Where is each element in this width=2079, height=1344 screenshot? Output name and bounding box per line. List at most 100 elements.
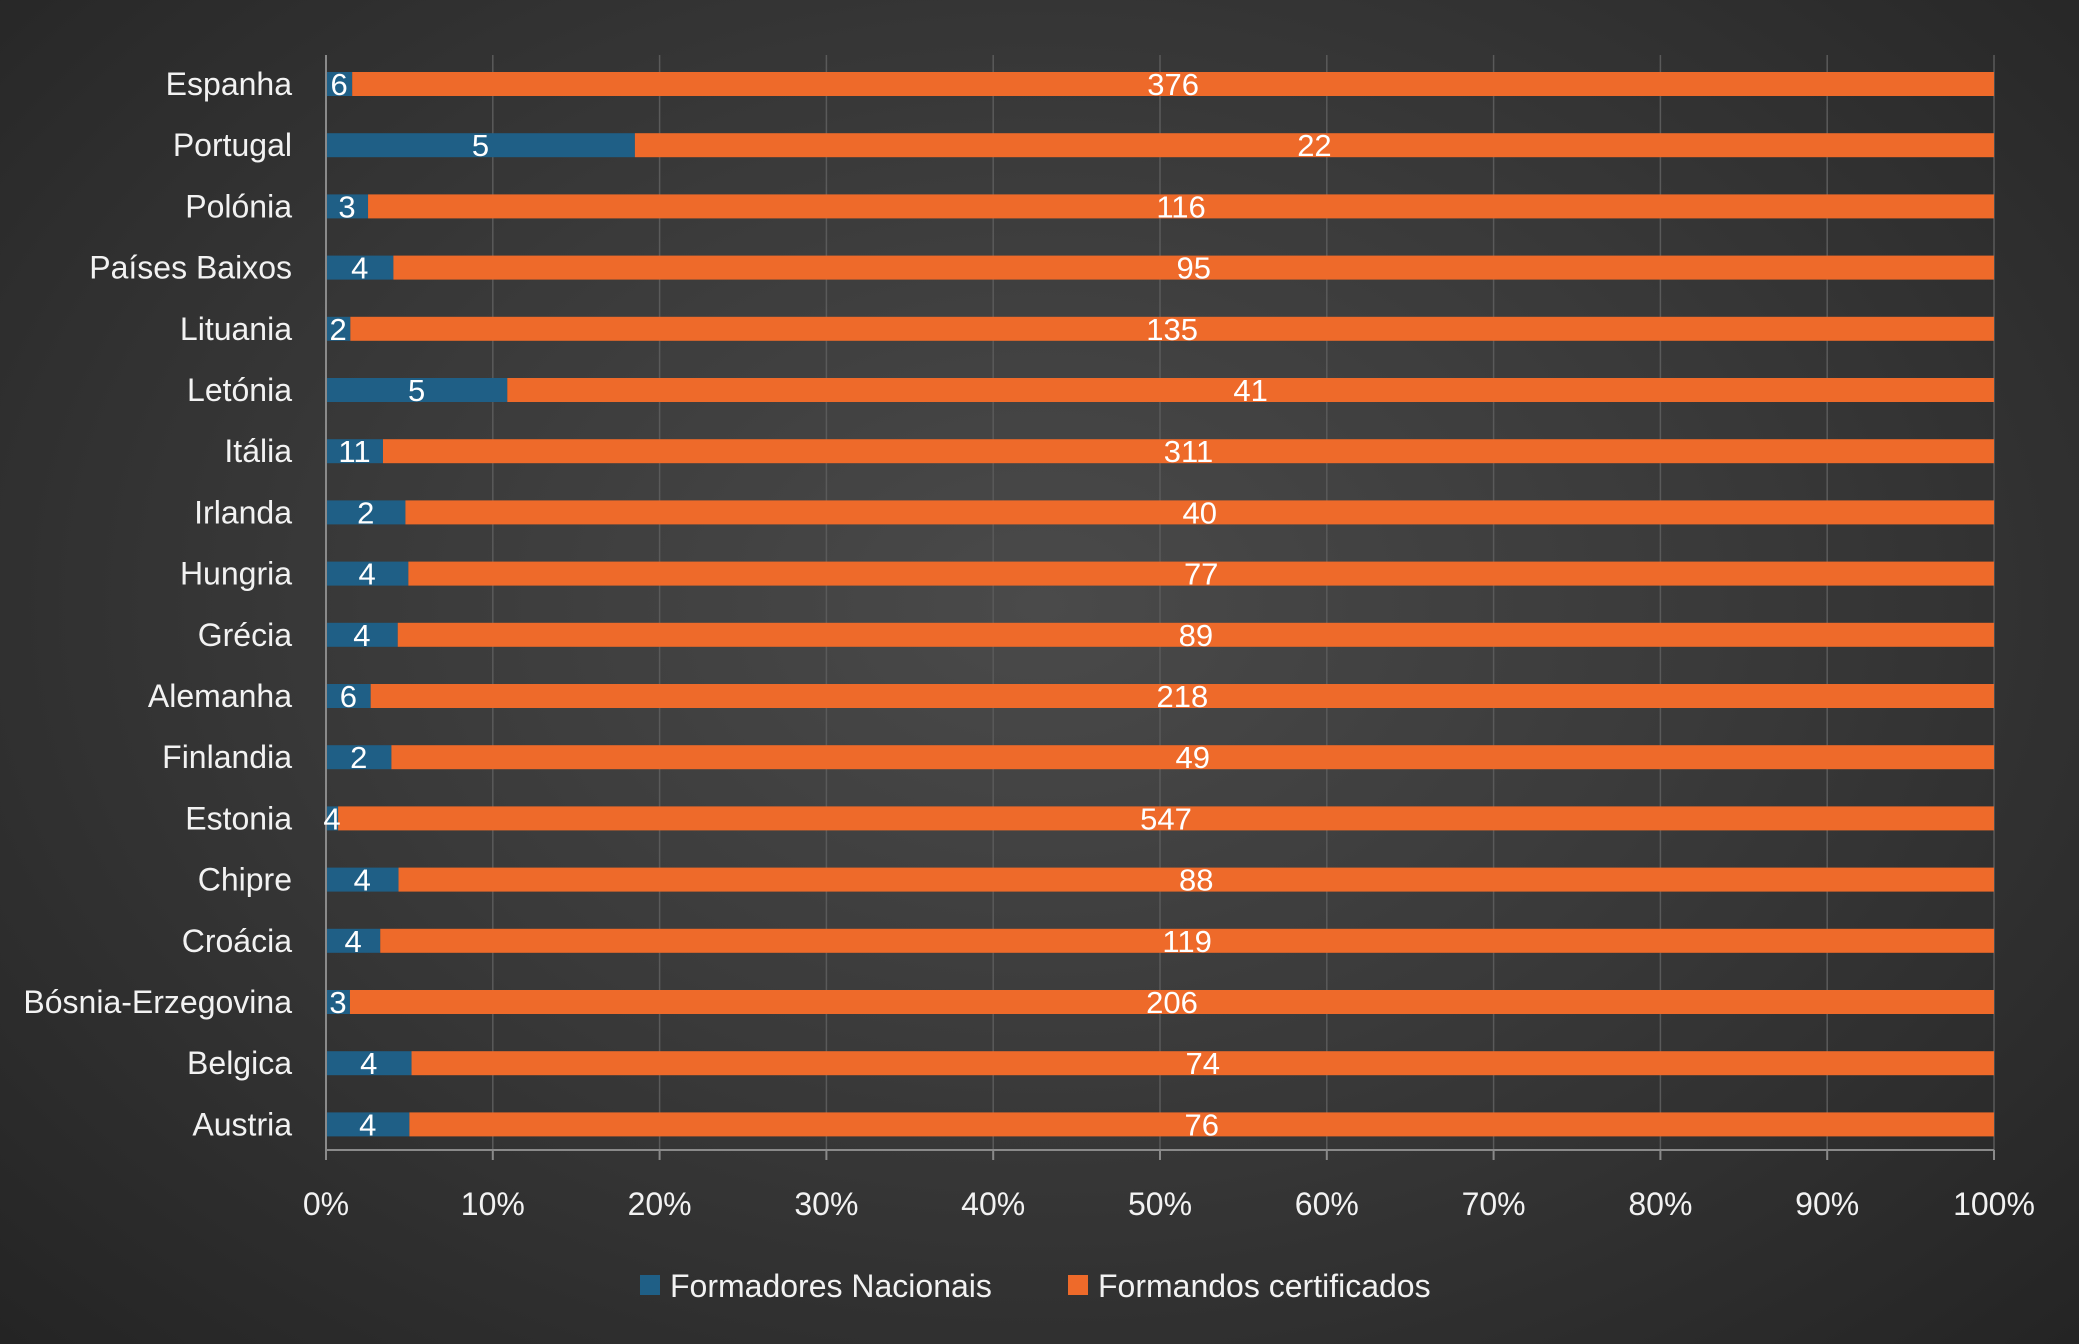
category-label: Estonia <box>185 800 292 836</box>
bar-segment <box>326 1051 412 1076</box>
bar-segment <box>411 1051 1994 1076</box>
category-label: Finlandia <box>162 739 292 775</box>
data-label: 4 <box>354 863 371 898</box>
data-label: 89 <box>1179 618 1213 653</box>
x-tick-label: 30% <box>794 1186 858 1222</box>
legend: Formadores Nacionais Formandos certificad… <box>640 1268 1431 1304</box>
bar-segment <box>326 990 350 1014</box>
category-label: Bósnia-Erzegovina <box>23 984 292 1020</box>
data-label: 88 <box>1179 863 1213 898</box>
data-label: 6 <box>330 67 347 102</box>
category-label: Chipre <box>198 862 292 898</box>
category-label: Polónia <box>185 188 292 224</box>
category-label: Austria <box>192 1106 292 1142</box>
category-label: Irlanda <box>194 494 292 530</box>
bars <box>326 72 1995 1137</box>
category-label: Belgica <box>187 1045 292 1081</box>
data-label: 4 <box>351 251 368 286</box>
legend-label: Formadores Nacionais <box>670 1268 992 1304</box>
bar-segment <box>507 378 1995 402</box>
data-label: 76 <box>1184 1107 1218 1142</box>
data-label: 119 <box>1162 924 1211 959</box>
bar-segment <box>326 378 508 402</box>
x-tick-label: 20% <box>628 1186 692 1222</box>
axes <box>325 55 1995 1160</box>
data-label: 4 <box>353 618 370 653</box>
bar-segment <box>408 561 1994 586</box>
bar-segment <box>326 72 353 96</box>
category-label: Itália <box>224 433 292 469</box>
bar-segment <box>326 1112 410 1137</box>
legend-label: Formandos certificados <box>1098 1268 1431 1304</box>
bar-segment <box>326 255 394 280</box>
data-label: 40 <box>1182 495 1216 530</box>
category-label: Alemanha <box>148 678 292 714</box>
labels: 0% 10% 20% 30% 40% 50% 60% 70% 80% 90% 100%6 376Esp… <box>23 66 2035 1222</box>
bar-segment <box>326 500 406 525</box>
x-tick-label: 60% <box>1295 1186 1359 1222</box>
data-label: 77 <box>1184 557 1218 592</box>
data-label: 547 <box>1140 801 1192 836</box>
data-label: 74 <box>1186 1046 1220 1081</box>
bar-segment <box>382 439 1995 464</box>
x-tick-label: 0% <box>303 1186 349 1222</box>
data-label: 2 <box>330 312 347 347</box>
bar-segment <box>391 745 1995 770</box>
category-label: Espanha <box>166 66 293 102</box>
x-tick-label: 70% <box>1462 1186 1526 1222</box>
bar-segment <box>326 745 392 770</box>
data-label: 3 <box>329 985 346 1020</box>
bar-segment <box>368 194 1994 219</box>
data-label: 11 <box>338 434 370 469</box>
data-label: 2 <box>350 740 367 775</box>
x-tick-label: 50% <box>1128 1186 1192 1222</box>
bar-segment <box>326 928 381 953</box>
bar-segment <box>350 316 1995 341</box>
bar-segment <box>380 928 1994 953</box>
data-label: 22 <box>1297 128 1331 163</box>
bar-segment <box>409 1112 1994 1137</box>
category-label: Países Baixos <box>89 250 292 286</box>
data-label: 4 <box>344 924 361 959</box>
x-tick-label: 80% <box>1628 1186 1692 1222</box>
data-label: 6 <box>340 679 357 714</box>
data-label: 4 <box>359 1107 376 1142</box>
data-label: 311 <box>1164 434 1213 469</box>
bar-segment <box>326 684 371 708</box>
category-label: Portugal <box>173 127 292 163</box>
x-tick-label: 90% <box>1795 1186 1859 1222</box>
bar-segment <box>326 133 635 158</box>
x-tick-label: 10% <box>461 1186 525 1222</box>
data-label: 49 <box>1175 740 1209 775</box>
data-label: 4 <box>360 1046 377 1081</box>
bar-segment <box>326 439 383 464</box>
category-label: Grécia <box>198 617 292 653</box>
data-label: 3 <box>338 189 355 224</box>
data-label: 5 <box>408 373 425 408</box>
x-tick-label: 100% <box>1953 1186 2035 1222</box>
bar-segment <box>326 316 351 341</box>
gridlines <box>492 55 1995 1150</box>
data-label: 5 <box>472 128 489 163</box>
category-label: Lituania <box>180 311 292 347</box>
data-label: 4 <box>359 557 376 592</box>
data-label: 218 <box>1156 679 1208 714</box>
bar-segment <box>326 806 339 831</box>
data-label: 41 <box>1233 373 1267 408</box>
bar-segment <box>634 133 1994 158</box>
bar-segment <box>349 990 1994 1014</box>
data-label: 376 <box>1147 67 1199 102</box>
data-label: 95 <box>1176 251 1210 286</box>
legend-swatch <box>640 1275 660 1295</box>
category-label: Croácia <box>182 923 292 959</box>
bar-segment <box>397 622 1994 647</box>
bar-segment <box>326 622 398 647</box>
data-label: 2 <box>357 495 374 530</box>
category-label: Hungria <box>180 556 292 592</box>
bar-segment <box>398 867 1994 892</box>
data-label: 206 <box>1146 985 1198 1020</box>
bar-segment <box>326 194 369 219</box>
bar-segment <box>326 867 399 892</box>
legend-swatch <box>1068 1275 1088 1295</box>
